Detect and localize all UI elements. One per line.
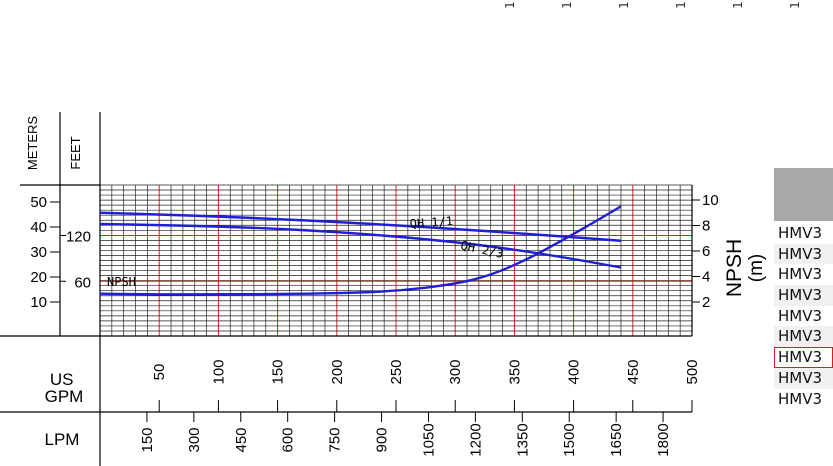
- list-item[interactable]: HMV3: [774, 243, 833, 265]
- series-line-qh-1-1: [99, 211, 622, 242]
- list-item[interactable]: HMV3: [778, 265, 823, 284]
- lpm-tick-label: 1200: [467, 423, 484, 456]
- lpm-tick-label: 1500: [561, 423, 578, 456]
- list-item[interactable]: HMV3: [778, 306, 823, 325]
- lpm-tick-label: 750: [327, 427, 344, 452]
- x-axis-label-lpm: LPM: [45, 430, 80, 449]
- gpm-tick-label: 400: [566, 359, 583, 384]
- gpm-tick-label: 100: [210, 359, 227, 384]
- gpm-tick-label: 300: [447, 359, 464, 384]
- feet-tick-label: 60: [74, 274, 91, 291]
- gpm-tick-label: 450: [625, 359, 642, 384]
- meters-tick-label: 40: [30, 219, 47, 236]
- gpm-tick-label: 200: [329, 359, 346, 384]
- lpm-tick-label: 1800: [655, 423, 672, 456]
- gpm-tick-label: 150: [270, 359, 287, 384]
- list-item[interactable]: HMV3: [774, 367, 833, 389]
- npsh-tick-label: 8: [702, 218, 710, 235]
- npsh-tick-label: 6: [702, 243, 710, 260]
- chart-curves: QH 1/1 QH 2/3 NPSH: [99, 205, 622, 296]
- list-item[interactable]: HMV3: [774, 326, 833, 348]
- lpm-tick-label: 900: [374, 427, 391, 452]
- lpm-tick-label: 150: [139, 427, 156, 452]
- list-header-block: [774, 168, 833, 221]
- list-item[interactable]: HMV3: [778, 389, 823, 408]
- model-list[interactable]: HMV3 HMV3 HMV3 HMV3 HMV3 HMV3 HMV3 HMV3 HMV3: [774, 223, 833, 409]
- lpm-tick-label: 1650: [608, 423, 625, 456]
- list-item[interactable]: HMV3: [774, 285, 833, 306]
- series-line-qh-2-3: [99, 222, 622, 269]
- lpm-tick-label: 1050: [420, 423, 437, 456]
- series-label: NPSH: [107, 275, 136, 289]
- gpm-tick-label: 350: [506, 359, 523, 384]
- gpm-tick-label: 250: [388, 359, 405, 384]
- npsh-tick-label: 10: [702, 192, 719, 209]
- npsh-tick-label: 4: [702, 269, 710, 286]
- list-item[interactable]: HMV3: [778, 224, 823, 242]
- list-item[interactable]: HMV3: [774, 347, 833, 368]
- gpm-tick-label: 50: [151, 364, 168, 381]
- chart-frame: [0, 112, 693, 466]
- series-line-npsh: [99, 205, 622, 296]
- series-label: QH 2/3: [459, 238, 504, 261]
- meters-tick-label: 10: [30, 294, 47, 311]
- lpm-tick-label: 300: [186, 427, 203, 452]
- y-axis-label-feet: FEET: [68, 136, 83, 169]
- top-mark: 1: [787, 1, 802, 9]
- y-right-axis-label-npsh: NPSH: [723, 239, 746, 297]
- feet-tick-label: 120: [66, 229, 91, 246]
- series-label: QH 1/1: [409, 214, 453, 231]
- y-right-axis-unit: (m): [746, 254, 767, 282]
- lpm-tick-label: 1350: [514, 423, 531, 456]
- npsh-tick-label: 2: [702, 294, 710, 311]
- gpm-tick-label: 500: [684, 359, 701, 384]
- meters-tick-label: 20: [30, 269, 47, 286]
- lpm-tick-label: 600: [280, 427, 297, 452]
- x-axis-label-usgpm: US GPM: [45, 370, 84, 406]
- meters-tick-label: 30: [30, 244, 47, 261]
- chart-grid: [99, 184, 693, 337]
- lpm-tick-label: 450: [233, 427, 250, 452]
- meters-tick-label: 50: [30, 194, 47, 211]
- y-axis-label-meters: METERS: [25, 116, 40, 171]
